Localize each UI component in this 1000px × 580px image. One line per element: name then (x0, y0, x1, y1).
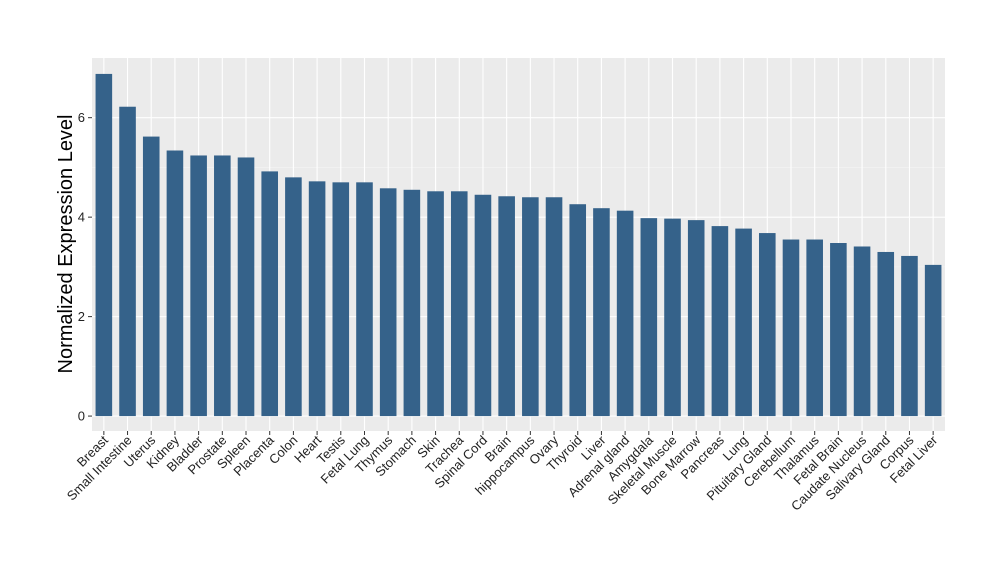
bar (711, 226, 729, 417)
bar (498, 196, 515, 417)
bar (450, 191, 468, 417)
bar (142, 136, 160, 417)
bar (569, 204, 587, 417)
bar (687, 220, 705, 417)
bar (901, 255, 918, 417)
bar (806, 239, 823, 417)
bar (427, 191, 444, 417)
bar (664, 218, 681, 417)
bar (190, 155, 207, 417)
y-tick-label: 2 (78, 309, 85, 324)
bar (403, 189, 421, 417)
bar (853, 246, 871, 417)
y-axis: 0 2 4 6 (78, 110, 92, 424)
bar (119, 106, 136, 417)
bar (95, 73, 113, 417)
bar (474, 194, 492, 417)
y-axis-label: Normalized Expression Level (55, 114, 77, 373)
bar (545, 197, 563, 417)
bar (237, 157, 255, 417)
bar (924, 264, 942, 417)
bar (308, 181, 326, 417)
y-tick-label: 0 (78, 409, 85, 424)
bar (379, 188, 397, 417)
bar (285, 177, 302, 417)
bar (593, 208, 610, 417)
bar (877, 251, 895, 417)
bar (261, 171, 279, 417)
bar (640, 218, 658, 417)
plot-panel (92, 58, 945, 431)
bar (782, 239, 800, 417)
bar (356, 182, 373, 417)
bar (332, 182, 350, 417)
bar (214, 155, 231, 417)
bar (735, 228, 752, 417)
bars (95, 73, 942, 417)
bar (830, 243, 847, 417)
bar (166, 150, 184, 417)
bar (616, 210, 634, 417)
bar (522, 197, 539, 417)
bar (758, 233, 776, 417)
y-tick-label: 4 (78, 210, 85, 225)
y-tick-label: 6 (78, 110, 85, 125)
